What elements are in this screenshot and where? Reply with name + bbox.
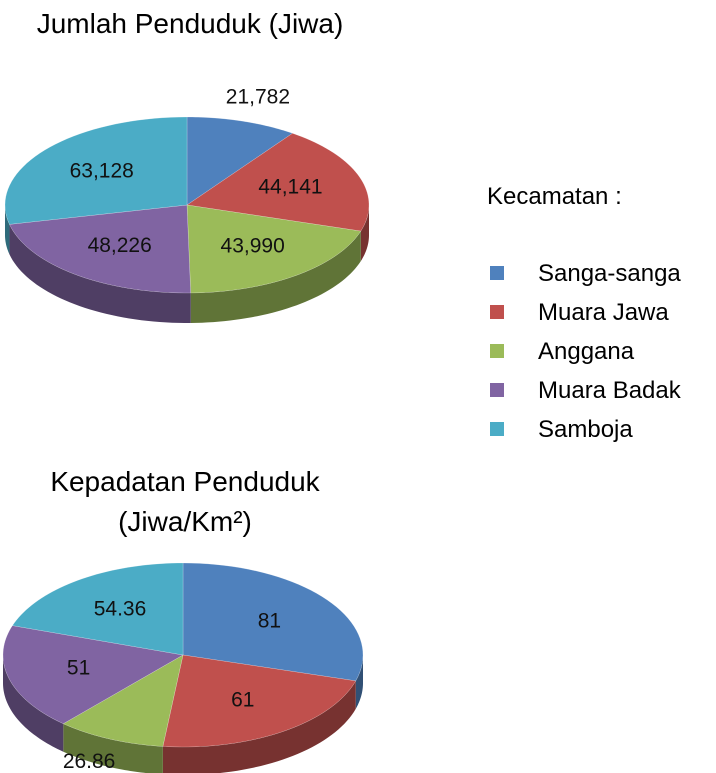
legend-item: Sanga-sanga <box>490 259 681 289</box>
legend-swatch <box>490 304 504 319</box>
data-label: 48,226 <box>88 234 152 257</box>
legend-label: Anggana <box>538 338 635 365</box>
slice-side <box>162 680 356 773</box>
legend-item: Samboja <box>490 415 633 445</box>
data-label: 44,141 <box>258 176 322 199</box>
legend-item: Anggana <box>490 337 634 367</box>
slice-top <box>186 116 294 206</box>
slice <box>162 654 357 773</box>
slice-top <box>12 562 184 656</box>
chart-title: Jumlah Penduduk (Jiwa) <box>36 8 344 39</box>
legend-item: Muara Jawa <box>490 298 669 328</box>
legend-title: Kecamatan : <box>487 183 622 210</box>
slice-top <box>186 204 362 294</box>
data-label: 26.86 <box>63 750 116 773</box>
slice-side <box>5 205 10 255</box>
slice <box>9 204 191 323</box>
data-label: 61 <box>231 689 254 712</box>
slice-top <box>9 204 191 294</box>
data-label: 81 <box>258 609 281 632</box>
legend-label: Samboja <box>538 416 633 443</box>
slice <box>186 133 370 262</box>
legend-item: Muara Badak <box>490 376 681 406</box>
legend-swatch <box>490 343 504 358</box>
slice <box>2 625 184 752</box>
legend-swatch <box>490 382 504 397</box>
data-label: 63,128 <box>70 160 134 183</box>
slice-top <box>4 116 188 225</box>
data-label: 54.36 <box>94 598 147 621</box>
slice-top <box>62 654 184 747</box>
data-label: 51 <box>67 657 90 680</box>
slice-side <box>190 231 361 323</box>
legend-swatch <box>490 421 504 436</box>
legend-label: Sanga-sanga <box>538 260 681 287</box>
slice-top <box>162 654 357 748</box>
slice <box>186 116 294 206</box>
legend-label: Muara Jawa <box>538 299 669 326</box>
chart-title: Kepadatan Penduduk (Jiwa/Km²) <box>50 466 320 537</box>
slice-side <box>3 655 64 752</box>
slice-side <box>9 224 191 323</box>
slice-top <box>2 625 184 724</box>
data-label: 21,782 <box>226 85 290 108</box>
slice-top <box>182 562 364 682</box>
legend-label: Muara Badak <box>538 377 681 404</box>
legend-swatch <box>490 265 504 280</box>
slice <box>182 562 364 709</box>
slice-side <box>355 655 363 709</box>
slice <box>4 116 188 255</box>
slice <box>186 204 362 323</box>
slice <box>12 562 184 656</box>
slice-top <box>186 133 370 232</box>
slice-side <box>63 723 163 773</box>
slice <box>62 654 184 773</box>
slice-side <box>360 205 369 262</box>
data-label: 43,990 <box>221 235 285 258</box>
